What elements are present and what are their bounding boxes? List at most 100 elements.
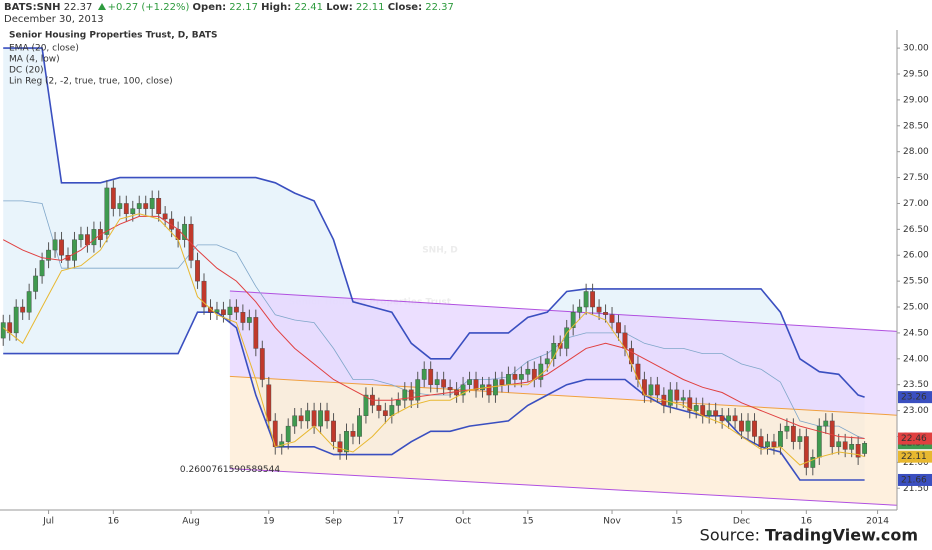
candle-body xyxy=(182,223,187,240)
open-label: Open: xyxy=(192,2,227,13)
candle-body xyxy=(395,400,401,406)
candle-body xyxy=(855,444,861,458)
candle-body xyxy=(46,249,51,261)
y-tick-label: 26.50 xyxy=(903,225,929,235)
last-price: 22.37 xyxy=(63,2,93,13)
candle-body xyxy=(130,208,136,215)
candle-body xyxy=(208,306,213,313)
candle-body xyxy=(337,441,343,453)
y-tick-label: 29.50 xyxy=(903,70,929,80)
candle-body xyxy=(240,312,246,323)
candle-body xyxy=(59,239,64,256)
candle-body xyxy=(91,229,97,246)
axis-layer: 21.5022.0022.5023.0023.5024.0024.5025.00… xyxy=(0,30,929,527)
x-tick-label: Dec xyxy=(733,517,750,527)
candle-body xyxy=(298,415,304,422)
candle-body xyxy=(745,420,751,432)
candle-body xyxy=(603,312,608,315)
legend-entry: MA (4, low) xyxy=(9,55,60,65)
candle-body xyxy=(525,368,531,375)
candle-body xyxy=(551,343,557,360)
candle-body xyxy=(642,379,647,396)
candle-body xyxy=(467,379,472,385)
candle-body xyxy=(590,291,596,308)
candle-body xyxy=(221,309,226,315)
candle-body xyxy=(823,420,829,427)
candle-body xyxy=(480,384,485,391)
candle-body xyxy=(382,410,388,416)
y-tick-label: 21.50 xyxy=(903,484,929,494)
x-tick-label: 15 xyxy=(671,517,682,527)
linreg-middle xyxy=(229,375,898,416)
date: December 30, 2013 xyxy=(4,14,104,25)
legend-entry: DC (20) xyxy=(9,66,44,76)
candle-body xyxy=(0,322,6,339)
y-tick-label: 25.00 xyxy=(903,303,929,313)
candle-body xyxy=(39,260,45,277)
x-tick-label: 19 xyxy=(263,517,275,527)
y-tick-label: 27.00 xyxy=(903,199,929,209)
low-value: 22.11 xyxy=(355,2,385,13)
linreg-lower-fill xyxy=(229,376,897,506)
source-label: Source: xyxy=(700,526,760,545)
candle-body xyxy=(512,374,518,380)
symbol: BATS:SNH xyxy=(4,2,61,13)
y-tick-label: 24.50 xyxy=(903,328,929,338)
candle-body xyxy=(143,203,149,209)
candle-body xyxy=(123,203,129,215)
candle-body xyxy=(408,389,414,401)
candle-body xyxy=(778,431,783,448)
ind-layer xyxy=(2,213,865,466)
x-tick-label: Jul xyxy=(42,517,54,527)
y-tick-label: 30.00 xyxy=(903,44,929,54)
open-value: 22.17 xyxy=(229,2,258,13)
candle-body xyxy=(700,405,706,416)
candle-body xyxy=(460,384,466,396)
fills-layer xyxy=(3,48,897,506)
candle-body xyxy=(104,187,110,235)
candle-body xyxy=(162,213,168,220)
candle-body xyxy=(434,379,440,385)
candle-body xyxy=(862,443,868,454)
candle-body xyxy=(654,384,660,396)
x-tick-label: Sep xyxy=(325,517,342,527)
candle-body xyxy=(797,436,803,442)
candle-body xyxy=(246,317,252,323)
candle-body xyxy=(149,198,155,209)
candle-body xyxy=(784,425,790,432)
y-tick-label: 24.00 xyxy=(903,354,929,364)
candle-body xyxy=(680,397,686,401)
candle-body xyxy=(344,431,349,453)
dc-basis xyxy=(3,200,865,439)
candle-body xyxy=(117,203,123,209)
candle-body xyxy=(648,384,654,396)
x-tick-label: Nov xyxy=(603,517,621,527)
candle-body xyxy=(357,415,362,437)
candle-body xyxy=(570,312,576,328)
close-label: Close: xyxy=(387,2,423,13)
candle-body xyxy=(447,387,453,391)
candle-body xyxy=(803,436,809,468)
candle-body xyxy=(188,223,194,261)
price-tag-label: 21.66 xyxy=(901,475,927,485)
legend-entry: Lin Reg (2, -2, true, true, 100, close) xyxy=(9,77,173,87)
candle-body xyxy=(577,306,583,313)
y-tick-label: 23.00 xyxy=(903,406,929,416)
candle-body xyxy=(790,425,796,442)
price-tag-label: 23.26 xyxy=(901,393,927,403)
chart-title: Senior Housing Properties Trust, D, BATS xyxy=(9,31,218,41)
candle-body xyxy=(635,363,641,380)
candle-body xyxy=(156,198,162,215)
candle-body xyxy=(616,322,621,334)
labels-layer: 0.260076159058954423.2622.3722.1122.4621… xyxy=(9,31,932,545)
x-tick-label: 16 xyxy=(108,517,120,527)
y-tick-label: 25.50 xyxy=(903,277,929,287)
price-tag xyxy=(898,473,932,486)
price-tag xyxy=(898,391,932,404)
header: BATS:SNH 22.37 +0.27 (+1.22%) Open: 22.1… xyxy=(4,2,454,26)
x-tick-label: Oct xyxy=(455,517,471,527)
candle-body xyxy=(311,410,317,427)
y-tick-label: 23.50 xyxy=(903,380,929,390)
candle-body xyxy=(136,203,142,209)
